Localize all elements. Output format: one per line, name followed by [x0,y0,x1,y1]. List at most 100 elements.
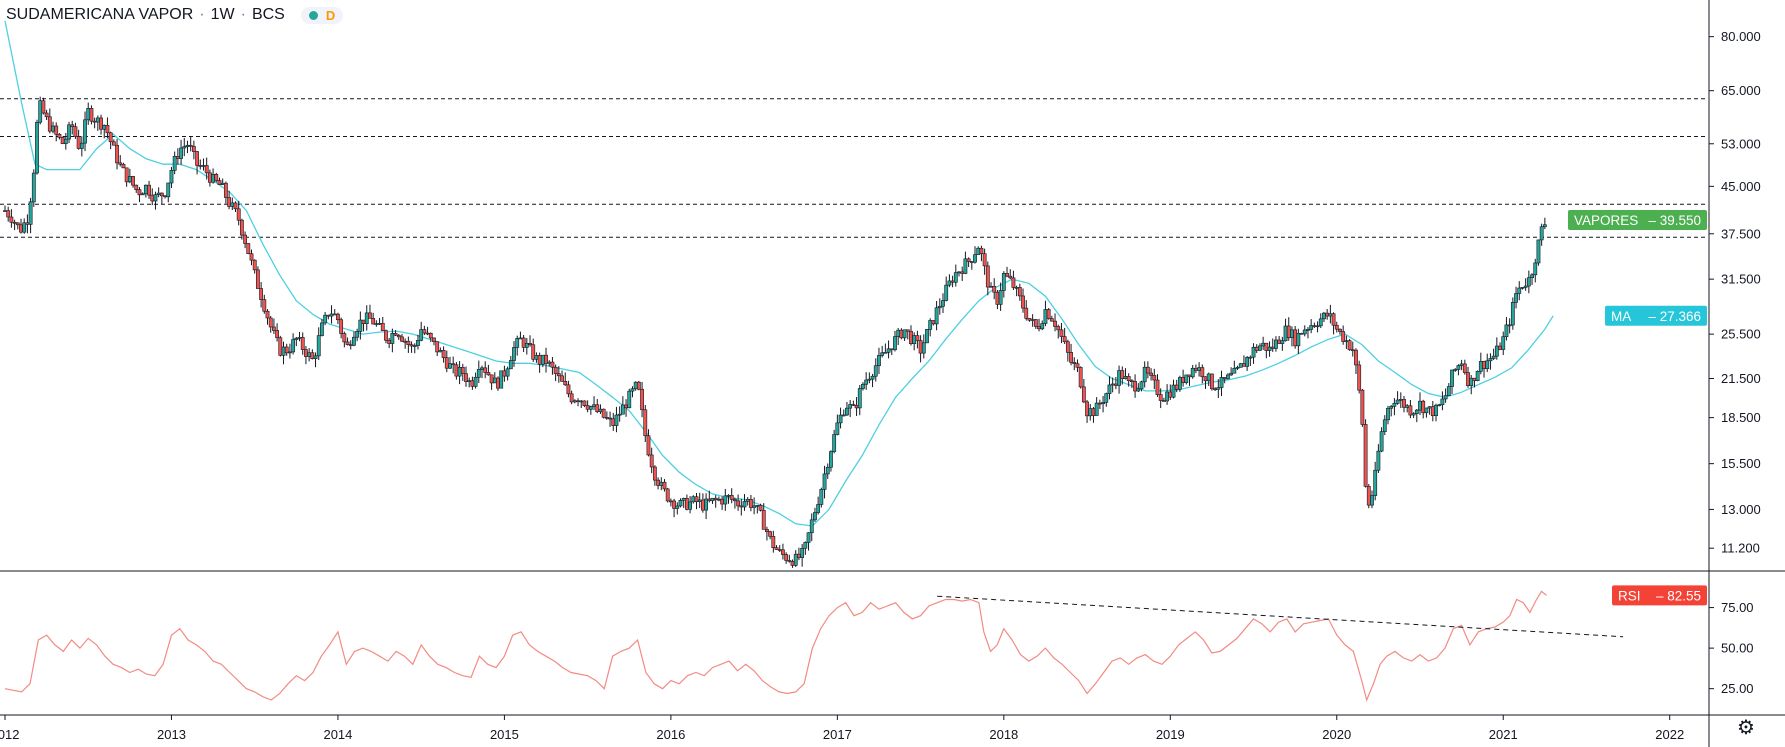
candle-body [656,479,660,486]
candle-body [304,349,308,357]
candle-body [803,542,808,549]
candle-body [457,367,462,377]
candle-body [262,299,267,312]
candle-body [563,381,568,386]
candle-body [400,336,404,342]
candle-body [476,369,481,378]
candle-body [1501,336,1506,350]
candle-body [115,144,119,164]
candle-body [15,222,20,226]
candle-body [1245,357,1250,367]
market-status-pill[interactable]: D [300,6,344,24]
candle-body [979,247,984,255]
candle-body [640,388,644,411]
candle-body [733,499,737,502]
candle-body [1290,329,1294,339]
candle-body [665,488,670,502]
candle-body [159,192,164,197]
candle-body [1328,313,1333,317]
candle-body [985,265,990,288]
candle-body [1334,324,1339,330]
candle-body [912,335,917,344]
price-tick-label: 11.200 [1721,541,1760,556]
candle-body [813,512,817,521]
candle-body [1158,394,1163,401]
gear-icon[interactable]: ⚙ [1737,717,1755,739]
candle-body [678,500,683,507]
candle-body [352,336,356,346]
candle-body [950,280,955,283]
candle-body [76,136,81,149]
moving-average-line [4,20,1554,527]
candle-body [774,547,779,550]
time-tick-label: 2014 [323,727,352,742]
candle-body [137,189,142,196]
symbol-name[interactable]: SUDAMERICANA VAPOR [6,6,194,23]
candle-body [233,202,238,210]
candle-body [1104,393,1109,403]
candle-body [1520,287,1525,289]
candle-body [931,320,936,325]
candle-body [86,107,91,121]
candle-body [1059,329,1064,337]
candle-body [797,553,801,558]
candle-body [1408,405,1413,416]
candle-body [883,352,888,354]
candle-body [3,210,7,212]
candle-body [1139,381,1144,390]
candle-body [73,126,78,137]
candle-body [909,330,913,344]
price-tick-label: 25.500 [1721,327,1761,342]
candle-body [873,365,878,377]
candle-body [704,498,708,511]
candle-body [1466,372,1470,386]
candle-body [422,329,427,334]
candle-body [1133,381,1137,392]
candle-body [854,404,859,409]
candle-body [1430,406,1435,416]
value-badge-value: – 27.366 [1648,309,1701,324]
candle-body [1178,377,1182,390]
candle-body [134,184,139,190]
candle-body [684,498,689,510]
value-badge-bg [1605,305,1707,326]
candle-body [163,195,167,198]
candle-body [323,314,328,324]
candle-body [252,259,257,271]
candle-body [1206,373,1211,382]
candle-body [150,194,155,202]
candle-body [448,363,452,369]
candle-body [1149,372,1153,376]
candle-body [700,499,705,511]
candle-body [630,388,635,392]
candle-body [624,404,628,409]
candle-body [207,172,212,183]
candle-body [464,373,468,382]
candle-body [1235,367,1240,369]
candle-body [198,165,203,167]
candle-body [1462,363,1467,373]
candle-body [1398,399,1403,401]
candle-body [905,329,910,332]
candle-body [182,146,187,149]
candle-body [611,418,616,426]
candle-body [1001,273,1006,291]
candle-body [838,414,843,424]
candle-body [934,307,939,325]
candle-body [749,499,753,508]
price-candles[interactable] [3,96,1547,568]
candle-body [1033,319,1038,327]
candle-body [880,352,885,356]
candle-body [1229,372,1234,376]
candle-body [848,404,853,409]
candle-body [957,271,961,274]
candle-body [1181,377,1186,383]
candle-body [1040,323,1045,330]
candle-body [877,355,881,367]
candle-body [320,322,324,336]
rsi-tick-label: 25.00 [1721,681,1754,696]
candle-body [893,336,897,351]
interval-label[interactable]: 1W [210,6,235,23]
candle-body [403,340,408,343]
